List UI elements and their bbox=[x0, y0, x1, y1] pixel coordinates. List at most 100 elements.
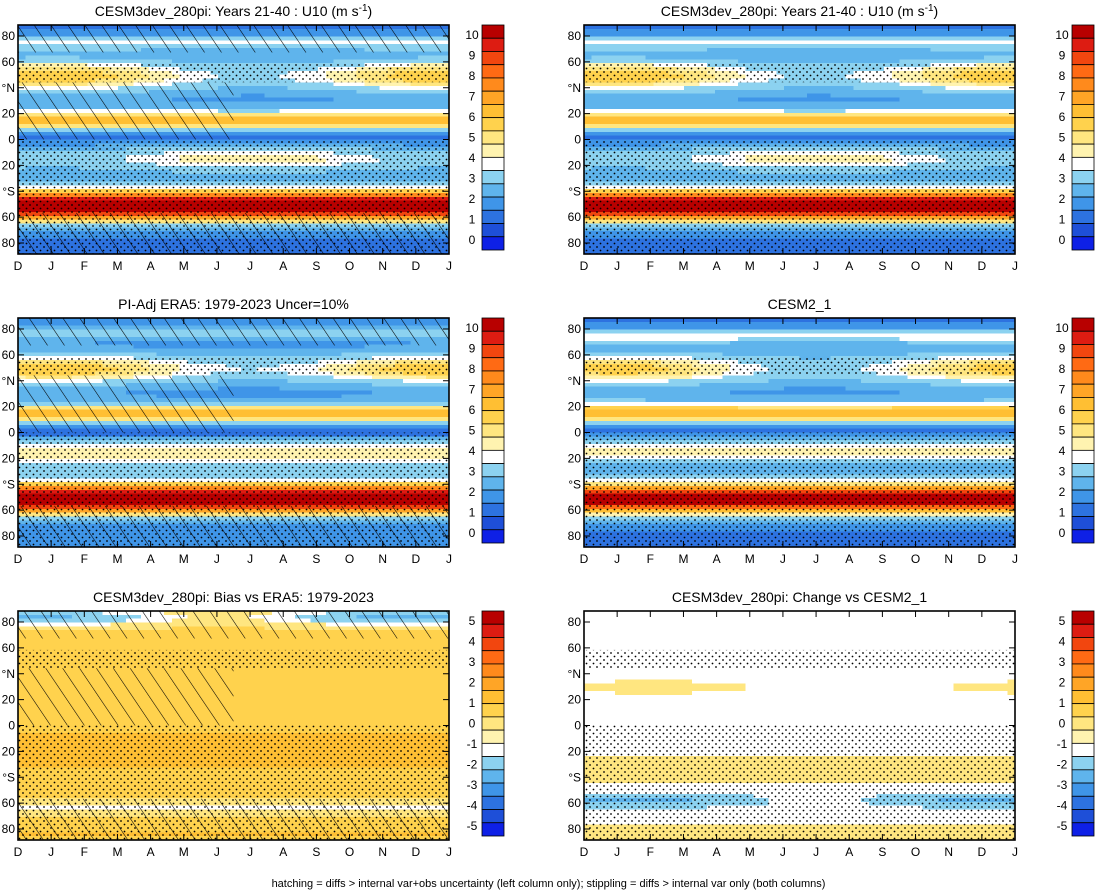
heatmap-cell bbox=[379, 116, 389, 122]
heatmap-cell bbox=[991, 28, 1001, 34]
heatmap-cell bbox=[707, 82, 716, 87]
heatmap-cell bbox=[241, 108, 250, 114]
heatmap-cell bbox=[279, 108, 288, 114]
heatmap-cell bbox=[372, 51, 381, 57]
heatmap-cell bbox=[884, 108, 893, 114]
heatmap-cell bbox=[584, 120, 593, 125]
heatmap-cell bbox=[799, 55, 808, 60]
heatmap-cell bbox=[976, 47, 985, 53]
heatmap-cell bbox=[976, 36, 985, 41]
heatmap-cell bbox=[737, 59, 747, 64]
heatmap-cell bbox=[356, 55, 365, 60]
heatmap-cell bbox=[684, 97, 693, 102]
x-tick-label: A bbox=[147, 259, 155, 273]
heatmap-cell bbox=[607, 25, 616, 30]
heatmap-cell bbox=[876, 112, 885, 118]
heatmap-cell bbox=[348, 93, 358, 99]
heatmap-cell bbox=[302, 112, 312, 118]
heatmap-cell bbox=[945, 32, 955, 38]
heatmap-cell bbox=[891, 32, 901, 38]
heatmap-cell bbox=[607, 82, 616, 87]
heatmap-cell bbox=[714, 97, 724, 102]
heatmap-cell bbox=[722, 112, 731, 118]
heatmap-cell bbox=[907, 93, 916, 99]
heatmap-cell bbox=[256, 112, 265, 118]
heatmap-cell bbox=[784, 120, 793, 125]
heatmap-cell bbox=[333, 89, 342, 95]
heatmap-cell bbox=[876, 40, 885, 45]
heatmap-cell bbox=[730, 89, 739, 95]
colorbar-tick-label: 6 bbox=[469, 110, 476, 124]
colorbar-box bbox=[481, 209, 505, 224]
heatmap-cell bbox=[637, 89, 647, 95]
heatmap-cell bbox=[722, 32, 731, 38]
heatmap-cell bbox=[379, 105, 389, 110]
heatmap-cell bbox=[25, 51, 34, 57]
heatmap-cell bbox=[876, 108, 885, 114]
heatmap-cell bbox=[668, 128, 677, 133]
heatmap-cell bbox=[210, 55, 219, 60]
heatmap-cell bbox=[425, 124, 435, 129]
heatmap-cell bbox=[761, 93, 770, 99]
heatmap-cell bbox=[441, 55, 450, 60]
heatmap-cell bbox=[868, 112, 878, 118]
heatmap-cell bbox=[938, 25, 947, 30]
heatmap-cell bbox=[591, 55, 600, 60]
heatmap-cell bbox=[287, 51, 296, 57]
heatmap-cell bbox=[861, 108, 870, 114]
heatmap-cell bbox=[776, 32, 785, 38]
heatmap-cell bbox=[822, 25, 831, 30]
heatmap-cell bbox=[930, 28, 939, 34]
heatmap-cell bbox=[853, 116, 862, 122]
heatmap-cell bbox=[814, 112, 824, 118]
heatmap-cell bbox=[745, 44, 754, 49]
heatmap-cell bbox=[256, 55, 265, 60]
heatmap-cell bbox=[845, 28, 854, 34]
heatmap-cell bbox=[645, 97, 654, 102]
heatmap-cell bbox=[699, 32, 708, 38]
heatmap-cell bbox=[318, 101, 327, 106]
heatmap-cell bbox=[722, 120, 731, 125]
heatmap-cell bbox=[356, 116, 365, 122]
heatmap-cell bbox=[722, 89, 731, 95]
heatmap-cell bbox=[745, 32, 754, 38]
heatmap-cell bbox=[991, 47, 1001, 53]
heatmap-cell bbox=[791, 40, 801, 45]
heatmap-cell bbox=[737, 97, 747, 102]
heatmap-cell bbox=[730, 116, 739, 122]
heatmap-cell bbox=[968, 25, 978, 30]
heatmap-cell bbox=[591, 116, 600, 122]
heatmap-cell bbox=[233, 120, 242, 125]
heatmap-cell bbox=[730, 59, 739, 64]
heatmap-cell bbox=[991, 55, 1001, 60]
heatmap-cell bbox=[691, 101, 701, 106]
heatmap-cell bbox=[614, 25, 624, 30]
heatmap-cell bbox=[630, 101, 639, 106]
heatmap-cell bbox=[660, 82, 670, 87]
heatmap-cell bbox=[737, 51, 747, 57]
heatmap-cell bbox=[310, 124, 319, 129]
heatmap-cell bbox=[753, 47, 762, 53]
heatmap-cell bbox=[271, 59, 281, 64]
heatmap-cell bbox=[837, 93, 847, 99]
heatmap-cell bbox=[668, 40, 677, 45]
heatmap-cell bbox=[684, 36, 693, 41]
heatmap-cell bbox=[914, 59, 924, 64]
heatmap-cell bbox=[784, 59, 793, 64]
heatmap-cell bbox=[914, 105, 924, 110]
heatmap-cell bbox=[653, 101, 662, 106]
heatmap-cell bbox=[410, 128, 419, 133]
heatmap-cell bbox=[914, 93, 924, 99]
heatmap-cell bbox=[953, 59, 962, 64]
heatmap-cell bbox=[999, 93, 1008, 99]
heatmap-cell bbox=[356, 86, 365, 91]
heatmap-cell bbox=[876, 82, 885, 87]
heatmap-cell bbox=[56, 59, 65, 64]
heatmap-cell bbox=[930, 93, 939, 99]
heatmap-cell bbox=[945, 89, 955, 95]
heatmap-cell bbox=[622, 120, 631, 125]
heatmap-cell bbox=[961, 105, 970, 110]
heatmap-cell bbox=[584, 82, 593, 87]
heatmap-cell bbox=[318, 131, 327, 137]
heatmap-cell bbox=[118, 55, 127, 60]
